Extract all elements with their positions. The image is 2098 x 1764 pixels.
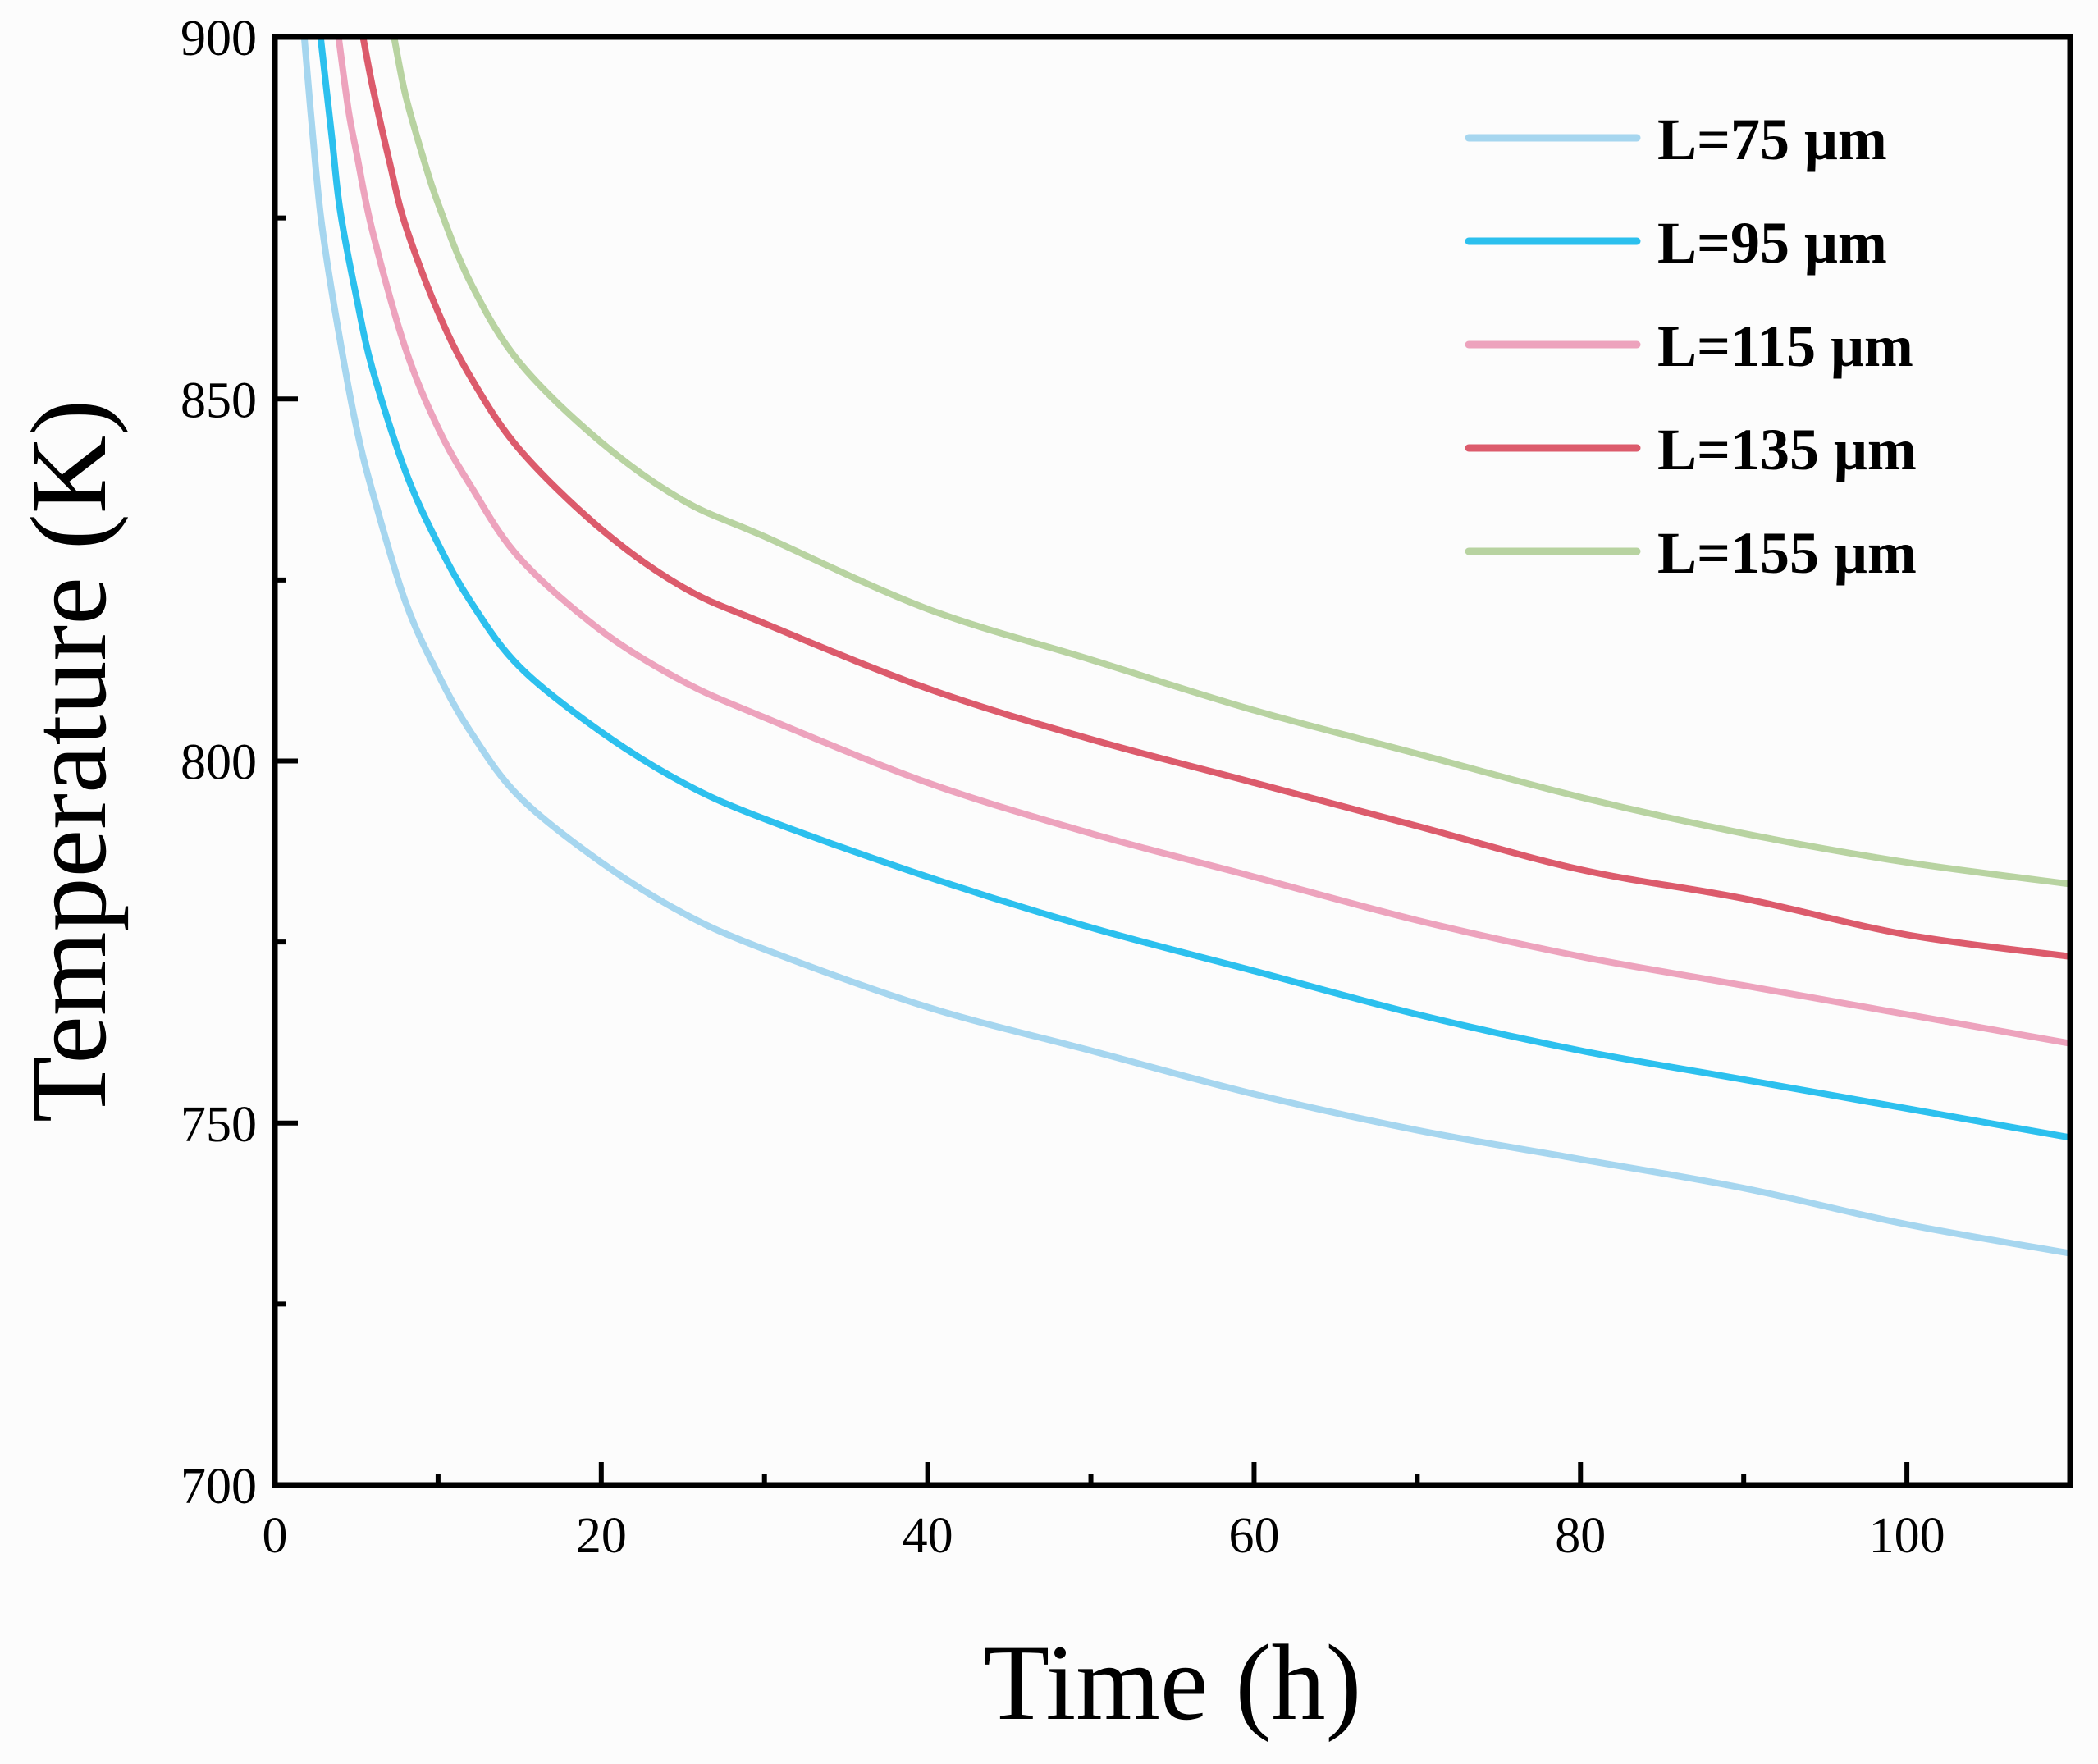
legend-label: L=155 μm [1657,520,1917,586]
series-line-4 [359,37,2070,960]
x-tick-label: 60 [1228,1508,1279,1564]
x-tick-label: 40 [903,1508,953,1564]
x-tick-label: 80 [1555,1508,1606,1564]
y-tick-label: 700 [181,1459,257,1515]
x-tick-label: 20 [576,1508,627,1564]
legend-label: L=95 μm [1657,210,1887,276]
y-tick-label: 900 [181,11,257,66]
ticks: 0 20 40 60 80 100 700 750 800 850 900 [181,11,1945,1564]
series-line-5 [391,37,2070,888]
y-tick-label: 800 [181,735,257,791]
plot-area [300,37,2070,1257]
series-line-1 [300,37,2070,1257]
legend-label: L=75 μm [1657,107,1887,172]
x-axis-title: Time (h) [984,1622,1362,1743]
y-tick-label: 850 [181,372,257,428]
y-axis-title: Temperature (K) [8,400,129,1122]
legend: L=75 μm L=95 μm L=115 μm L=135 μm L=155 μm [1465,107,1917,586]
legend-label: L=115 μm [1657,313,1913,379]
series-line-3 [335,37,2070,1047]
series-line-2 [317,37,2070,1141]
legend-label: L=135 μm [1657,417,1917,482]
x-tick-label: 0 [263,1508,288,1564]
y-tick-label: 750 [181,1097,257,1153]
x-tick-label: 100 [1869,1508,1945,1564]
